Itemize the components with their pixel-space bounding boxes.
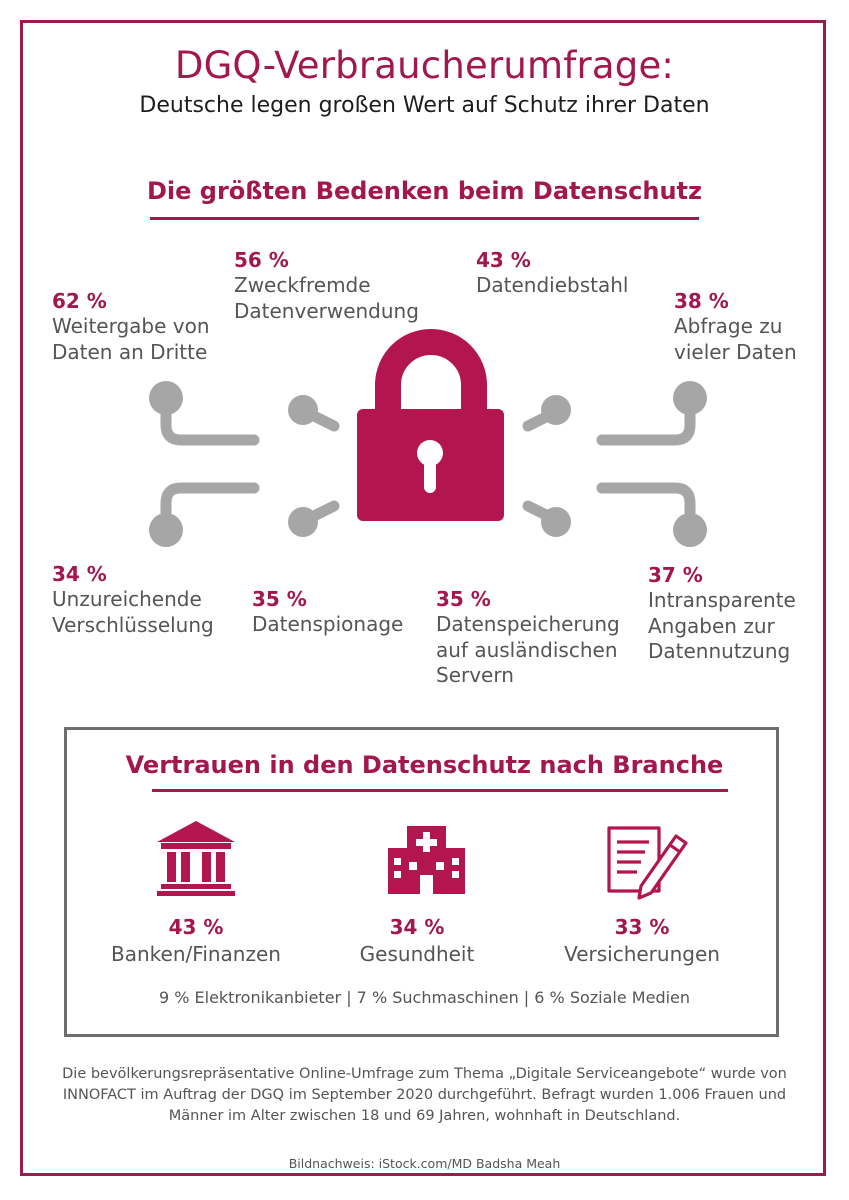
survey-footnote: Die bevölkerungsrepräsentative Online-Um… xyxy=(62,1066,787,1124)
concern-percent: 35 % xyxy=(436,587,491,611)
concern-percent: 43 % xyxy=(476,248,531,272)
concern-percent: 34 % xyxy=(52,562,107,586)
concern-item: 35 % Datenspionage xyxy=(252,586,403,638)
trust-box xyxy=(64,727,779,1037)
concerns-heading: Die größten Bedenken beim Datenschutz xyxy=(146,177,702,205)
sector-percent: 43 % xyxy=(168,915,224,939)
trust-heading: Vertrauen in den Datenschutz nach Branch… xyxy=(125,751,724,779)
sector-label: Gesundheit xyxy=(359,942,475,966)
concern-percent: 62 % xyxy=(52,289,107,313)
concern-percent: 56 % xyxy=(234,248,289,272)
concern-label: Abfrage zu vieler Daten xyxy=(674,314,797,364)
sector-label: Versicherungen xyxy=(564,942,720,966)
concern-label: Intransparente Angaben zur Datennutzung xyxy=(648,588,796,663)
other-sectors-line: 9 % Elektronikanbieter | 7 % Suchmaschin… xyxy=(158,988,691,1007)
concern-label: Datenspionage xyxy=(252,612,404,636)
sector-label: Banken/Finanzen xyxy=(111,942,281,966)
concern-label: Weitergabe von Daten an Dritte xyxy=(52,314,210,364)
concern-item: 37 % Intransparente Angaben zur Datennut… xyxy=(648,562,796,665)
page-frame xyxy=(20,20,826,1176)
bank-icon xyxy=(157,821,235,896)
sector-item: 33 % Versicherungen xyxy=(532,914,752,968)
concern-label: Unzureichende Verschlüsselung xyxy=(52,587,214,637)
concern-label: Datendiebstahl xyxy=(476,273,629,297)
concern-item: 34 % Unzureichende Verschlüsselung xyxy=(52,561,214,638)
sector-percent: 33 % xyxy=(614,915,670,939)
concern-percent: 35 % xyxy=(252,587,307,611)
concern-item: 56 % Zweckfremde Datenverwendung xyxy=(234,247,419,324)
concerns-heading-rule xyxy=(150,217,699,220)
concern-label: Datenspeicherung auf ausländischen Serve… xyxy=(436,612,620,687)
page-title: DGQ-Verbraucherumfrage: xyxy=(174,44,675,87)
concern-label: Zweckfremde Datenverwendung xyxy=(234,273,419,323)
sector-item: 43 % Banken/Finanzen xyxy=(86,914,306,968)
page-subtitle: Deutsche legen großen Wert auf Schutz ih… xyxy=(139,93,710,118)
concern-item: 62 % Weitergabe von Daten an Dritte xyxy=(52,288,210,365)
padlock-icon xyxy=(357,329,504,521)
sector-percent: 34 % xyxy=(389,915,445,939)
trust-heading-rule xyxy=(152,789,728,792)
concern-item: 35 % Datenspeicherung auf ausländischen … xyxy=(436,586,620,689)
image-credit: Bildnachweis: iStock.com/MD Badsha Meah xyxy=(288,1156,561,1171)
concern-percent: 38 % xyxy=(674,289,729,313)
concern-percent: 37 % xyxy=(648,563,703,587)
concern-item: 43 % Datendiebstahl xyxy=(476,247,628,299)
document-pen-icon xyxy=(607,826,688,900)
connector-nodes xyxy=(149,381,707,547)
sector-item: 34 % Gesundheit xyxy=(307,914,527,968)
hospital-icon xyxy=(388,826,465,894)
concern-item: 38 % Abfrage zu vieler Daten xyxy=(674,288,797,365)
